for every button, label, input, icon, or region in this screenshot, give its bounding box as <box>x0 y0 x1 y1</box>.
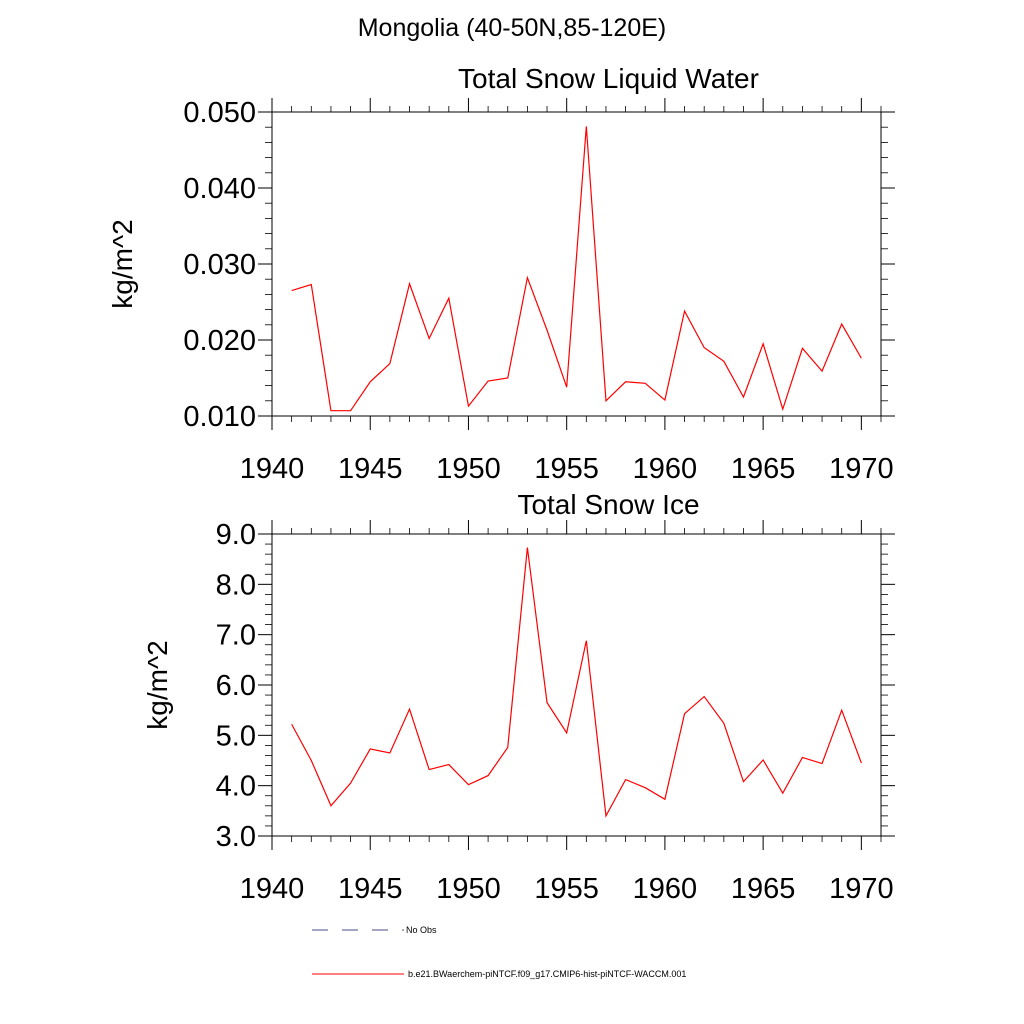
chart-title: Total Snow Ice <box>517 489 699 520</box>
x-tick-label: 1970 <box>829 453 894 485</box>
x-tick-label: 1950 <box>436 453 501 485</box>
panel-snow-liquid-water: Total Snow Liquid Water kg/m^2 1940 1945 195… <box>107 63 895 485</box>
y-axis-label: kg/m^2 <box>107 219 138 308</box>
x-tick-label: 1965 <box>731 453 796 485</box>
legend: No Obs b.e21.BWaerchem-piNTCF.f09_g17.CMI… <box>312 925 686 979</box>
x-tick-label: 1940 <box>240 453 305 485</box>
panel-snow-ice: Total Snow Ice kg/m^2 1940 1945 1950 1955 1960… <box>142 489 895 905</box>
y-axis-label: kg/m^2 <box>142 640 173 729</box>
x-tick-label: 1960 <box>633 453 698 485</box>
y-tick-label: 0.020 <box>183 325 256 357</box>
legend-label-model: b.e21.BWaerchem-piNTCF.f09_g17.CMIP6-his… <box>408 969 686 979</box>
y-tick-label: 7.0 <box>216 620 256 652</box>
chart-title: Total Snow Liquid Water <box>458 63 759 94</box>
y-tick-label: 0.040 <box>183 173 256 205</box>
x-tick-label: 1970 <box>829 873 894 905</box>
x-tick-label: 1945 <box>338 453 403 485</box>
x-tick-label: 1960 <box>633 873 698 905</box>
y-tick-label: 4.0 <box>216 771 256 803</box>
x-tick-label: 1955 <box>534 873 599 905</box>
x-tick-label: 1940 <box>240 873 305 905</box>
x-tick-label: 1965 <box>731 873 796 905</box>
series-line <box>291 547 862 818</box>
x-tick-label: 1955 <box>534 453 599 485</box>
y-tick-label: 0.010 <box>183 401 256 433</box>
y-tick-label: 0.030 <box>183 249 256 281</box>
y-tick-label: 8.0 <box>216 569 256 601</box>
y-tick-label: 0.050 <box>183 97 256 129</box>
x-tick-label: 1950 <box>436 873 501 905</box>
series-line <box>291 126 862 412</box>
y-tick-label: 6.0 <box>216 670 256 702</box>
y-tick-label: 3.0 <box>216 821 256 853</box>
y-tick-label: 5.0 <box>216 720 256 752</box>
page-title: Mongolia (40-50N,85-120E) <box>357 14 667 42</box>
y-tick-label: 9.0 <box>216 519 256 551</box>
legend-label-no-obs: No Obs <box>406 925 437 935</box>
x-tick-label: 1945 <box>338 873 403 905</box>
